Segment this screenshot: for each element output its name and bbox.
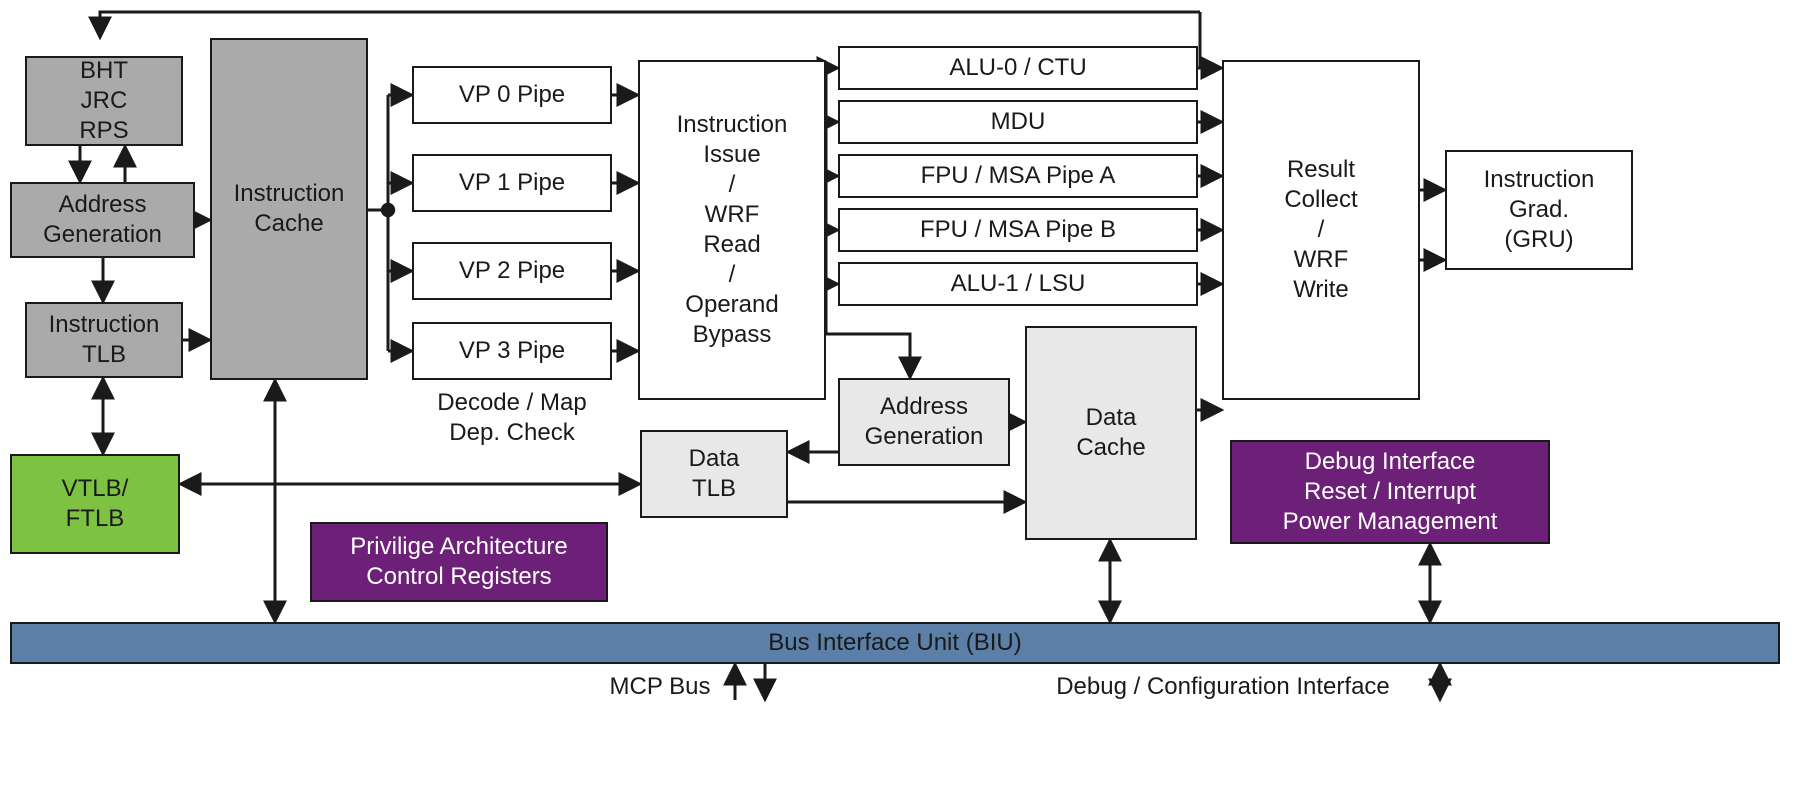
node-vp0: VP 0 Pipe [412, 66, 612, 124]
node-label: Result Collect / WRF Write [1284, 155, 1357, 305]
node-alu1: ALU-1 / LSU [838, 262, 1198, 306]
node-label: ALU-0 / CTU [949, 53, 1086, 83]
node-label: VP 1 Pipe [459, 168, 565, 198]
node-label: Address Generation [43, 190, 162, 250]
edge-35 [100, 12, 1200, 38]
node-label: Instruction Grad. (GRU) [1484, 165, 1595, 255]
node-label: BHT JRC RPS [79, 56, 128, 146]
node-dcache: Data Cache [1025, 326, 1197, 540]
node-label: Privilige Architecture Control Registers [350, 532, 567, 592]
node-mdu: MDU [838, 100, 1198, 144]
cpu-block-diagram: BHT JRC RPS Address Generation Instruction… [0, 0, 1800, 800]
node-label: FPU / MSA Pipe A [921, 161, 1116, 191]
label-dbgcfg: Debug / Configuration Interface [1008, 672, 1438, 702]
node-debug: Debug Interface Reset / Interrupt Power … [1230, 440, 1550, 544]
node-label: Data Cache [1076, 403, 1145, 463]
node-priv: Privilige Architecture Control Registers [310, 522, 608, 602]
node-vp1: VP 1 Pipe [412, 154, 612, 212]
node-vp3: VP 3 Pipe [412, 322, 612, 380]
node-label: Bus Interface Unit (BIU) [768, 628, 1021, 658]
node-result: Result Collect / WRF Write [1222, 60, 1420, 400]
node-addrgen1: Address Generation [10, 182, 195, 258]
node-label: VP 0 Pipe [459, 80, 565, 110]
node-vtlb: VTLB/ FTLB [10, 454, 180, 554]
node-addrgen2: Address Generation [838, 378, 1010, 466]
label-mcp: MCP Bus [595, 672, 725, 702]
node-label: FPU / MSA Pipe B [920, 215, 1116, 245]
node-label: Address Generation [865, 392, 984, 452]
node-fpuB: FPU / MSA Pipe B [838, 208, 1198, 252]
node-bht: BHT JRC RPS [25, 56, 183, 146]
node-label: Instruction Issue / WRF Read / Operand B… [677, 110, 788, 350]
node-vp2: VP 2 Pipe [412, 242, 612, 300]
node-label: Instruction Cache [234, 179, 345, 239]
node-dtlb: Data TLB [640, 430, 788, 518]
node-biu: Bus Interface Unit (BIU) [10, 622, 1780, 664]
node-label: VP 3 Pipe [459, 336, 565, 366]
node-alu0: ALU-0 / CTU [838, 46, 1198, 90]
node-label: Instruction TLB [49, 310, 160, 370]
edge-22 [826, 334, 910, 378]
node-label: Debug Interface Reset / Interrupt Power … [1283, 447, 1498, 537]
node-gru: Instruction Grad. (GRU) [1445, 150, 1633, 270]
node-itlb: Instruction TLB [25, 302, 183, 378]
label-decode: Decode / Map Dep. Check [412, 388, 612, 448]
node-label: Data TLB [689, 444, 740, 504]
node-label: VP 2 Pipe [459, 256, 565, 286]
node-icache: Instruction Cache [210, 38, 368, 380]
node-issue: Instruction Issue / WRF Read / Operand B… [638, 60, 826, 400]
node-label: VTLB/ FTLB [62, 474, 129, 534]
node-fpuA: FPU / MSA Pipe A [838, 154, 1198, 198]
node-label: ALU-1 / LSU [951, 269, 1086, 299]
node-label: MDU [991, 107, 1046, 137]
